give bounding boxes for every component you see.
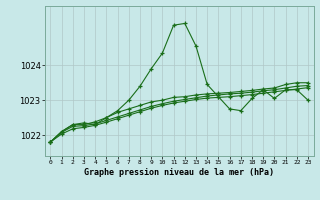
X-axis label: Graphe pression niveau de la mer (hPa): Graphe pression niveau de la mer (hPa) — [84, 168, 274, 177]
